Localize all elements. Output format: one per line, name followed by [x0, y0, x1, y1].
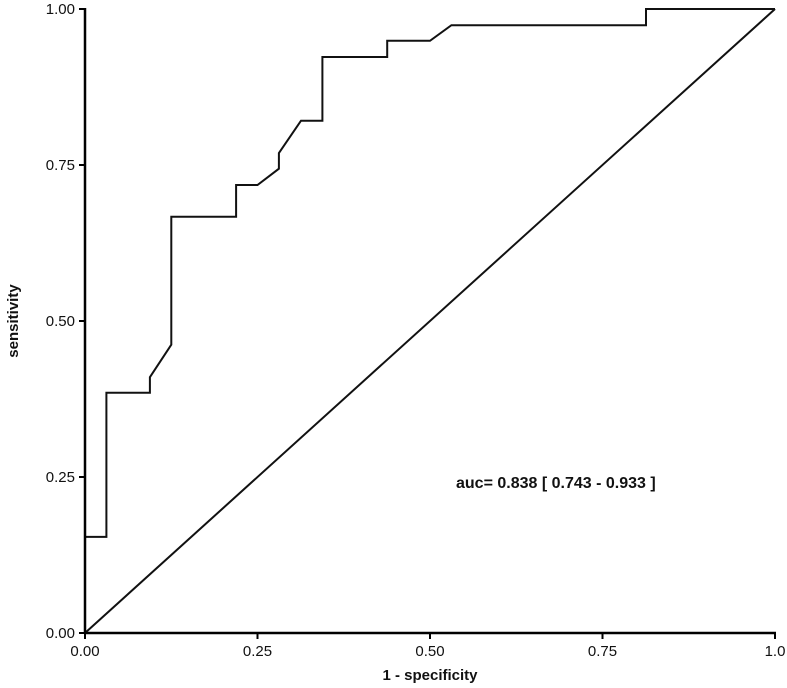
y-ticks: 0.00 0.25 0.50 0.75 1.00 [46, 1, 85, 642]
y-tick-label: 0.75 [46, 157, 75, 174]
y-tick-label: 1.00 [46, 1, 75, 18]
x-tick-label: 0.75 [588, 643, 617, 660]
y-tick-label: 0.25 [46, 469, 75, 486]
y-axis-title: sensitivity [5, 284, 22, 358]
x-tick-label: 1.0 [765, 643, 786, 660]
y-tick-label: 0.50 [46, 313, 75, 330]
x-ticks: 0.00 0.25 0.50 0.75 1.0 [70, 633, 785, 660]
reference-diagonal-line [84, 8, 776, 634]
y-tick-label: 0.00 [46, 625, 75, 642]
x-tick-label: 0.00 [70, 643, 99, 660]
x-axis-title: 1 - specificity [382, 667, 478, 684]
roc-curve-line [84, 8, 775, 633]
x-tick-label: 0.25 [243, 643, 272, 660]
x-tick-label: 0.50 [415, 643, 444, 660]
auc-annotation: auc= 0.838 [ 0.743 - 0.933 ] [456, 475, 656, 492]
plot-lines [84, 8, 776, 634]
